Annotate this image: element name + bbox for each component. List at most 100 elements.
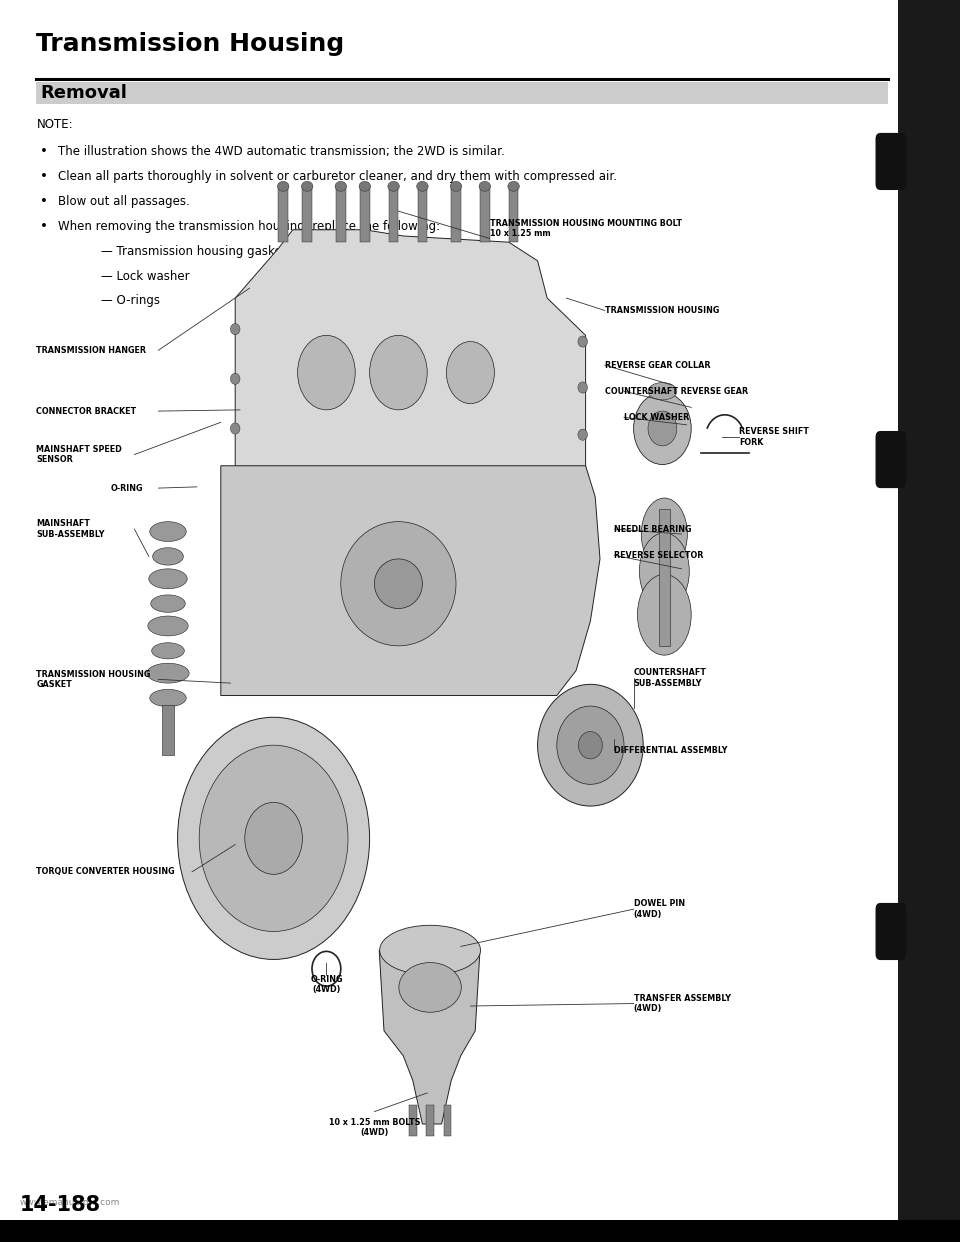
Text: DOWEL PIN
(4WD): DOWEL PIN (4WD) [634,899,684,919]
Ellipse shape [359,181,371,191]
FancyBboxPatch shape [876,903,906,960]
Ellipse shape [508,181,519,191]
Bar [389,186,398,242]
Text: MAINSHAFT SPEED
SENSOR: MAINSHAFT SPEED SENSOR [36,445,122,465]
Text: carmanualsonline.info: carmanualsonline.info [691,1220,814,1230]
Bar [162,705,174,755]
Bar [480,186,490,242]
Ellipse shape [298,335,355,410]
Ellipse shape [538,684,643,806]
Text: CONNECTOR BRACKET: CONNECTOR BRACKET [36,406,136,416]
Text: TORQUE CONVERTER HOUSING: TORQUE CONVERTER HOUSING [36,867,175,877]
Ellipse shape [446,342,494,404]
Bar [509,186,518,242]
Text: Clean all parts thoroughly in solvent or carburetor cleaner, and dry them with c: Clean all parts thoroughly in solvent or… [58,170,616,183]
Text: TRANSMISSION HOUSING: TRANSMISSION HOUSING [605,306,719,315]
Text: TRANSMISSION HOUSING
GASKET: TRANSMISSION HOUSING GASKET [36,669,151,689]
Text: O-RING
(4WD): O-RING (4WD) [310,975,343,995]
Ellipse shape [178,718,370,959]
Ellipse shape [479,181,491,191]
Ellipse shape [301,181,313,191]
Ellipse shape [148,616,188,636]
Ellipse shape [150,522,186,542]
Ellipse shape [417,181,428,191]
Text: COUNTERSHAFT REVERSE GEAR: COUNTERSHAFT REVERSE GEAR [605,386,748,396]
Text: REVERSE SHIFT
FORK: REVERSE SHIFT FORK [739,427,809,447]
Text: — Lock washer: — Lock washer [101,270,189,282]
Ellipse shape [374,559,422,609]
Text: NOTE:: NOTE: [36,118,73,130]
Ellipse shape [335,181,347,191]
Text: Transmission Housing: Transmission Housing [36,32,345,56]
Bar [360,186,370,242]
Text: www.emanualpro.com: www.emanualpro.com [19,1199,120,1207]
Ellipse shape [557,705,624,785]
Text: O-RING: O-RING [110,483,143,493]
Ellipse shape [637,574,691,656]
Ellipse shape [150,689,186,707]
Ellipse shape [341,522,456,646]
Polygon shape [221,466,600,696]
Ellipse shape [277,181,289,191]
Ellipse shape [147,663,189,683]
Text: •: • [40,220,48,232]
Text: MAINSHAFT
SUB-ASSEMBLY: MAINSHAFT SUB-ASSEMBLY [36,519,105,539]
Bar [336,186,346,242]
Text: — O-rings: — O-rings [101,294,159,307]
Ellipse shape [230,373,240,385]
Polygon shape [379,950,480,1124]
Text: — Transmission housing gasket: — Transmission housing gasket [101,245,286,257]
Text: •: • [40,195,48,207]
Bar [302,186,312,242]
Ellipse shape [152,643,184,658]
Ellipse shape [380,925,480,975]
Bar [409,1105,417,1136]
Bar [444,1105,451,1136]
Ellipse shape [641,498,687,570]
Bar [418,186,427,242]
Text: 10 x 1.25 mm BOLTS
(4WD): 10 x 1.25 mm BOLTS (4WD) [328,1118,420,1138]
FancyBboxPatch shape [876,431,906,488]
Ellipse shape [153,548,183,565]
Ellipse shape [648,383,677,400]
Ellipse shape [199,745,348,932]
Ellipse shape [450,181,462,191]
Text: •: • [40,145,48,158]
Bar [898,0,960,1242]
Text: DIFFERENTIAL ASSEMBLY: DIFFERENTIAL ASSEMBLY [614,745,728,755]
Text: NEEDLE BEARING: NEEDLE BEARING [614,524,692,534]
Ellipse shape [634,392,691,465]
Ellipse shape [578,428,588,441]
Bar [36,82,888,104]
Ellipse shape [370,335,427,410]
Ellipse shape [245,802,302,874]
Text: REVERSE GEAR COLLAR: REVERSE GEAR COLLAR [605,360,710,370]
Text: TRANSMISSION HOUSING MOUNTING BOLT
10 x 1.25 mm: TRANSMISSION HOUSING MOUNTING BOLT 10 x … [490,219,682,238]
Text: Removal: Removal [40,84,127,102]
Text: 14-188: 14-188 [19,1195,101,1215]
Text: The illustration shows the 4WD automatic transmission; the 2WD is similar.: The illustration shows the 4WD automatic… [58,145,504,158]
Text: LOCK WASHER: LOCK WASHER [624,412,689,422]
Text: Blow out all passages.: Blow out all passages. [58,195,189,207]
Ellipse shape [648,411,677,446]
Ellipse shape [151,595,185,612]
Bar [659,509,670,646]
Bar [426,1105,434,1136]
Ellipse shape [578,383,588,394]
Ellipse shape [149,569,187,589]
Bar [0,1220,960,1242]
Text: TRANSFER ASSEMBLY
(4WD): TRANSFER ASSEMBLY (4WD) [634,994,731,1013]
Ellipse shape [399,963,461,1012]
Polygon shape [235,230,586,472]
Ellipse shape [578,335,588,348]
FancyBboxPatch shape [876,133,906,190]
Ellipse shape [639,533,689,610]
Text: TRANSMISSION HANGER: TRANSMISSION HANGER [36,345,147,355]
Text: COUNTERSHAFT
SUB-ASSEMBLY: COUNTERSHAFT SUB-ASSEMBLY [634,668,707,688]
Bar [278,186,288,242]
Text: •: • [40,170,48,183]
Ellipse shape [230,422,240,435]
Bar [451,186,461,242]
Text: When removing the transmission housing, replace the following:: When removing the transmission housing, … [58,220,440,232]
Ellipse shape [388,181,399,191]
